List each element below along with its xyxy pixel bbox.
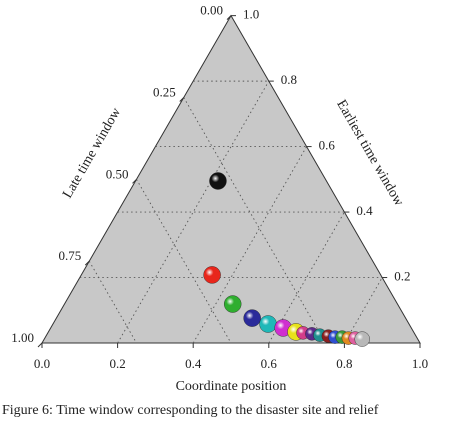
data-point [203, 266, 221, 284]
bottom-tick-label: 1.0 [412, 356, 428, 371]
bottom-tick-label: 0.6 [261, 356, 278, 371]
data-point [354, 331, 370, 347]
left-tick-label: 0.50 [106, 166, 129, 181]
data-point [243, 309, 261, 327]
caption: Figure 6: Time window corresponding to t… [2, 403, 379, 418]
right-tick-label: 1.0 [243, 7, 259, 22]
right-tick-label: 0.6 [319, 138, 336, 153]
bottom-axis-title: Coordinate position [176, 379, 287, 394]
bottom-tick-label: 0.8 [336, 356, 352, 371]
grid-line [136, 179, 232, 344]
right-tick-label: 0.8 [281, 72, 297, 87]
grid-line [117, 80, 270, 344]
grid-line [192, 146, 307, 344]
left-tick-label: 0.25 [153, 84, 176, 99]
left-tick-label: 0.00 [200, 3, 223, 18]
tick-mark [37, 342, 43, 348]
right-tick-label: 0.4 [356, 203, 373, 218]
left-tick-label: 1.00 [11, 330, 34, 345]
bottom-tick-label: 0.0 [34, 356, 50, 371]
right-axis-title: Earliest time window [333, 98, 406, 210]
tick-mark [226, 15, 232, 20]
grid-line [344, 277, 383, 344]
data-point [224, 295, 242, 313]
bottom-tick-label: 0.2 [109, 356, 125, 371]
left-axis-title: Late time window [60, 105, 124, 201]
left-tick-label: 0.75 [59, 248, 82, 263]
grid-line [268, 211, 345, 344]
tick-mark [132, 178, 137, 184]
tick-mark [84, 260, 90, 266]
data-point [209, 172, 227, 190]
data-point [259, 315, 277, 333]
right-tick-label: 0.2 [394, 269, 410, 284]
bottom-tick-label: 0.4 [185, 356, 202, 371]
tick-mark [179, 97, 185, 102]
